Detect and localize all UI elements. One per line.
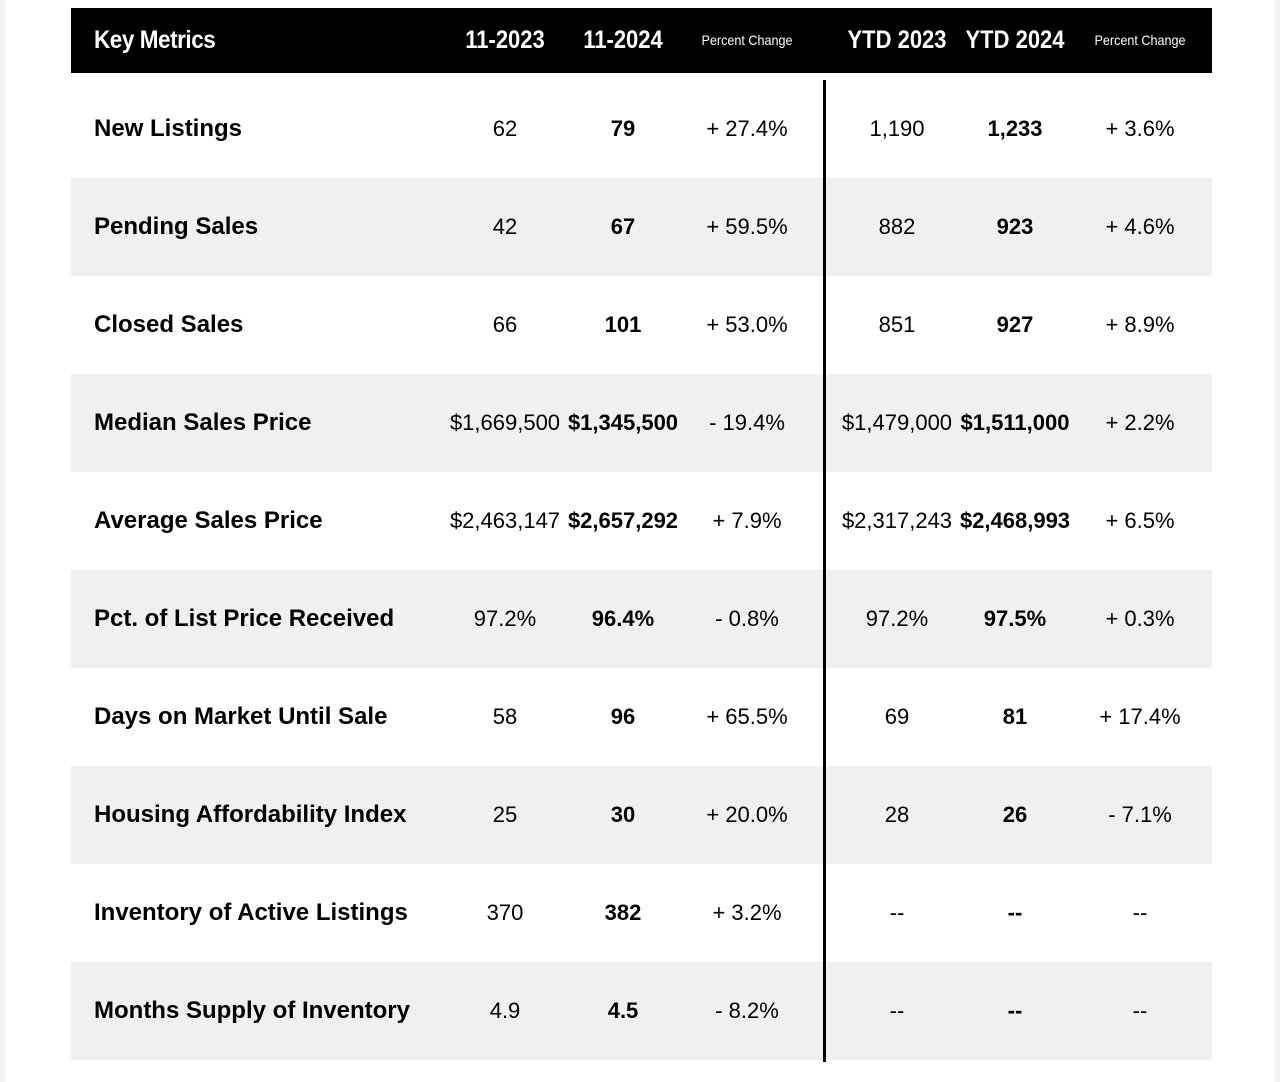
- value-11-2024: $2,657,292: [567, 508, 679, 533]
- page-edge: [0, 0, 5, 1082]
- table-row: Housing Affordability Index 25 30 + 20.0% 28…: [71, 766, 1212, 864]
- month-percent-change: - 19.4%: [709, 410, 785, 435]
- value-ytd-2023: 1,190: [869, 116, 925, 141]
- table-row: Average Sales Price $2,463,147 $2,657,292 +…: [71, 472, 1212, 570]
- column-header-11-2023: 11-2023: [465, 26, 545, 54]
- column-header-ytd-2023: YTD 2023: [847, 26, 947, 54]
- value-11-2024: 4.5: [607, 998, 639, 1023]
- column-header-month-percent-change: Percent Change: [701, 32, 793, 48]
- value-11-2024: 382: [604, 900, 642, 925]
- table-row: Inventory of Active Listings 370 382 + 3.2%…: [71, 864, 1212, 962]
- metric-label: Pct. of List Price Received: [94, 605, 395, 632]
- column-divider: [823, 80, 826, 1062]
- value-11-2023: 370: [486, 900, 524, 925]
- ytd-percent-change: + 2.2%: [1105, 410, 1175, 435]
- value-ytd-2023: $2,317,243: [841, 508, 953, 533]
- value-ytd-2023: --: [889, 998, 905, 1023]
- value-11-2023: 42: [492, 214, 518, 239]
- month-percent-change: + 65.5%: [706, 704, 788, 729]
- metric-label: Pending Sales: [94, 213, 259, 240]
- ytd-percent-change: + 17.4%: [1099, 704, 1181, 729]
- value-11-2024: 96.4%: [591, 606, 655, 631]
- metric-label: Months Supply of Inventory: [94, 997, 410, 1024]
- ytd-percent-change: + 3.6%: [1105, 116, 1175, 141]
- month-percent-change: + 3.2%: [712, 900, 782, 925]
- month-percent-change: + 27.4%: [706, 116, 788, 141]
- value-ytd-2023: $1,479,000: [841, 410, 953, 435]
- month-percent-change: + 53.0%: [706, 312, 788, 337]
- month-percent-change: - 8.2%: [715, 998, 779, 1023]
- value-11-2023: 66: [492, 312, 518, 337]
- table-header-row: Key Metrics 11-2023 11-2024 Percent Chan…: [71, 8, 1212, 73]
- column-header-ytd-2024: YTD 2024: [965, 26, 1065, 54]
- value-11-2023: $2,463,147: [449, 508, 561, 533]
- column-header-ytd-percent-change: Percent Change: [1094, 32, 1186, 48]
- value-ytd-2023: 28: [884, 802, 910, 827]
- header-spacer: [71, 73, 1212, 80]
- month-percent-change: - 0.8%: [715, 606, 779, 631]
- table-row: Closed Sales 66 101 + 53.0% 851 927 + 8.9%: [71, 276, 1212, 374]
- table-row: Days on Market Until Sale 58 96 + 65.5% 69 81…: [71, 668, 1212, 766]
- value-11-2024: 96: [610, 704, 636, 729]
- metric-label: Inventory of Active Listings: [94, 899, 408, 926]
- ytd-percent-change: + 8.9%: [1105, 312, 1175, 337]
- value-ytd-2023: 69: [884, 704, 910, 729]
- metric-label: Housing Affordability Index: [94, 801, 407, 828]
- value-ytd-2024: $1,511,000: [960, 410, 1070, 435]
- table-body: New Listings 62 79 + 27.4% 1,190 1,233 + 3.6% P…: [71, 80, 1212, 1060]
- table-row: Months Supply of Inventory 4.9 4.5 - 8.2% --…: [71, 962, 1212, 1060]
- value-11-2024: 30: [610, 802, 636, 827]
- table-row: Median Sales Price $1,669,500 $1,345,500 - …: [71, 374, 1212, 472]
- ytd-percent-change: - 7.1%: [1108, 802, 1172, 827]
- value-ytd-2024: --: [1007, 998, 1023, 1023]
- metric-label: Average Sales Price: [94, 507, 323, 534]
- metric-label: Closed Sales: [94, 311, 244, 338]
- value-11-2023: 4.9: [489, 998, 521, 1023]
- page-edge: [1275, 0, 1280, 1082]
- value-ytd-2024: 1,233: [987, 116, 1043, 141]
- value-11-2024: 67: [610, 214, 636, 239]
- value-ytd-2024: 97.5%: [983, 606, 1047, 631]
- value-11-2024: 101: [604, 312, 642, 337]
- value-11-2023: 62: [492, 116, 518, 141]
- value-ytd-2024: $2,468,993: [959, 508, 1071, 533]
- ytd-percent-change: + 6.5%: [1105, 508, 1175, 533]
- value-ytd-2024: 81: [1002, 704, 1028, 729]
- table-title: Key Metrics: [94, 26, 216, 54]
- ytd-percent-change: --: [1132, 900, 1148, 925]
- metric-label: Days on Market Until Sale: [94, 703, 388, 730]
- key-metrics-table: Key Metrics 11-2023 11-2024 Percent Chan…: [71, 8, 1212, 1060]
- month-percent-change: + 7.9%: [712, 508, 782, 533]
- value-11-2023: 97.2%: [473, 606, 537, 631]
- value-ytd-2023: 851: [878, 312, 916, 337]
- value-11-2023: 58: [492, 704, 518, 729]
- value-11-2024: 79: [610, 116, 636, 141]
- column-header-11-2024: 11-2024: [583, 26, 663, 54]
- value-ytd-2024: 927: [996, 312, 1034, 337]
- value-ytd-2024: --: [1007, 900, 1023, 925]
- table-row: Pending Sales 42 67 + 59.5% 882 923 + 4.6%: [71, 178, 1212, 276]
- value-ytd-2024: 26: [1002, 802, 1028, 827]
- value-ytd-2023: 882: [878, 214, 916, 239]
- ytd-percent-change: + 0.3%: [1105, 606, 1175, 631]
- value-11-2023: $1,669,500: [449, 410, 561, 435]
- ytd-percent-change: + 4.6%: [1105, 214, 1175, 239]
- value-ytd-2024: 923: [996, 214, 1034, 239]
- metric-label: Median Sales Price: [94, 409, 312, 436]
- value-11-2024: $1,345,500: [567, 410, 679, 435]
- table-row: Pct. of List Price Received 97.2% 96.4% - 0…: [71, 570, 1212, 668]
- metric-label: New Listings: [94, 115, 243, 142]
- value-ytd-2023: 97.2%: [865, 606, 929, 631]
- table-row: New Listings 62 79 + 27.4% 1,190 1,233 + 3.6%: [71, 80, 1212, 178]
- month-percent-change: + 59.5%: [706, 214, 788, 239]
- value-11-2023: 25: [492, 802, 518, 827]
- value-ytd-2023: --: [889, 900, 905, 925]
- ytd-percent-change: --: [1132, 998, 1148, 1023]
- month-percent-change: + 20.0%: [706, 802, 788, 827]
